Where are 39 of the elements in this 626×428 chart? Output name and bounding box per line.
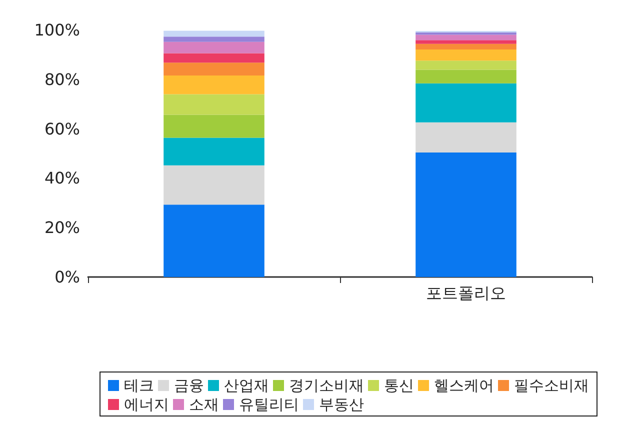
bar (164, 75, 264, 94)
bar (416, 60, 516, 70)
y-tick-label: 80% (44, 70, 80, 89)
y-tick-label: 40% (44, 168, 80, 188)
bar (164, 114, 264, 138)
bar (164, 94, 264, 115)
bar (416, 83, 516, 122)
legend-label: 에너지 (124, 396, 169, 414)
legend-label: 소재 (189, 396, 219, 414)
legend-label: 금융 (174, 376, 204, 394)
bar (164, 36, 264, 42)
legend-label: 통신 (384, 376, 414, 394)
bar (164, 30, 264, 37)
legend-label: 경기소비재 (289, 376, 364, 394)
bar (416, 50, 516, 61)
y-tick-label: 20% (44, 218, 80, 238)
bar (164, 165, 264, 205)
bar (416, 70, 516, 84)
bar (164, 62, 264, 76)
bar (164, 204, 264, 277)
legend-label: 테크 (124, 376, 154, 394)
y-tick-label: 60% (44, 119, 80, 138)
bar (416, 44, 516, 50)
x-tick-label: 포트폴리오 (426, 284, 506, 302)
bar (164, 53, 264, 63)
bar (416, 40, 516, 44)
bar (164, 42, 264, 54)
y-tick-label: 100% (34, 20, 80, 40)
y-tick-label: 0% (54, 268, 80, 286)
bar (164, 138, 264, 166)
bar (416, 34, 516, 40)
legend-label: 부동산 (319, 396, 364, 414)
legend-label: 필수소비재 (514, 376, 589, 394)
legend-label: 헬스케어 (434, 376, 494, 394)
legend-label: 산업재 (224, 376, 269, 394)
legend-label: 유틸리티 (239, 396, 299, 414)
bar (416, 152, 516, 277)
bar (416, 122, 516, 153)
bar (416, 32, 516, 35)
